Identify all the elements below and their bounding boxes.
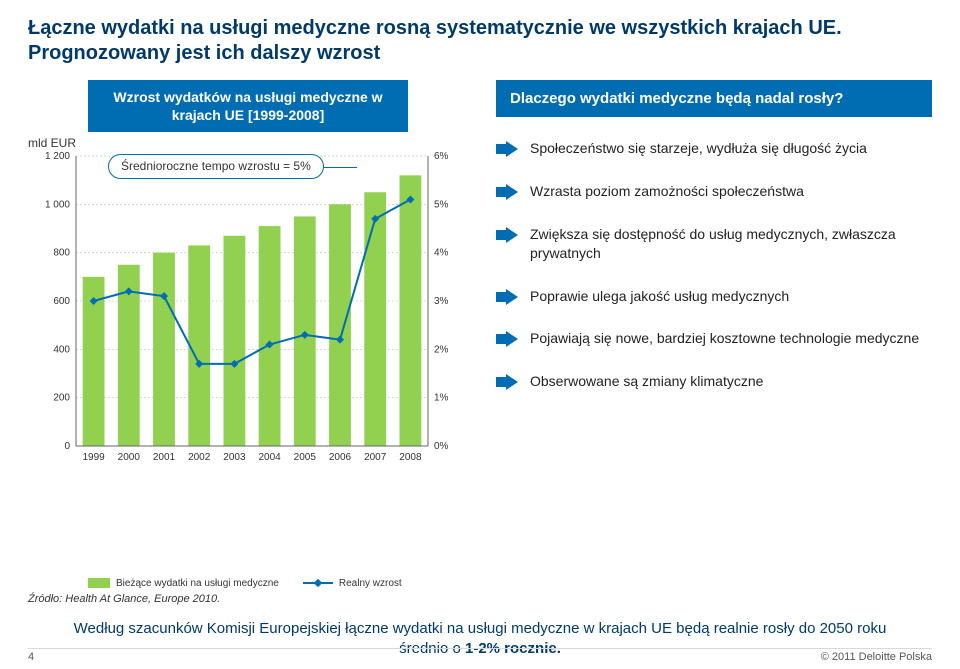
slide-title: Łączne wydatki na usługi medyczne rosną …: [28, 16, 932, 66]
arrow-icon: [496, 331, 518, 347]
reasons-panel: Dlaczego wydatki medyczne będą nadal ros…: [496, 80, 932, 605]
chart-legend: Bieżące wydatki na usługi medyczne Realn…: [28, 578, 468, 589]
svg-text:2001: 2001: [153, 452, 176, 463]
svg-text:1 200: 1 200: [45, 151, 70, 162]
svg-text:2007: 2007: [364, 452, 387, 463]
svg-text:5%: 5%: [434, 200, 449, 211]
reason-text: Społeczeństwo się starzeje, wydłuża się …: [530, 139, 867, 158]
svg-text:3%: 3%: [434, 296, 449, 307]
svg-text:400: 400: [53, 345, 70, 356]
why-heading: Dlaczego wydatki medyczne będą nadal ros…: [496, 80, 932, 117]
legend-series-line: Realny wzrost: [303, 578, 402, 589]
reason-text: Wzrasta poziom zamożności społeczeństwa: [530, 182, 804, 201]
arrow-icon: [496, 141, 518, 157]
arrow-icon: [496, 289, 518, 305]
svg-text:2008: 2008: [399, 452, 422, 463]
arrow-icon: [496, 374, 518, 390]
svg-text:4%: 4%: [434, 248, 449, 259]
svg-text:2003: 2003: [223, 452, 246, 463]
svg-text:0%: 0%: [434, 441, 449, 452]
arrow-icon: [496, 184, 518, 200]
legend-bar-label: Bieżące wydatki na usługi medyczne: [116, 578, 279, 589]
svg-text:2000: 2000: [118, 452, 141, 463]
svg-text:2005: 2005: [294, 452, 317, 463]
reasons-list: Społeczeństwo się starzeje, wydłuża się …: [496, 139, 932, 391]
growth-callout: Średnioroczne tempo wzrostu = 5%: [108, 154, 324, 178]
svg-text:0: 0: [64, 441, 70, 452]
reason-item: Zwiększa się dostępność do usług medyczn…: [496, 225, 932, 263]
reason-item: Obserwowane są zmiany klimatyczne: [496, 372, 932, 391]
reason-item: Poprawie ulega jakość usług medycznych: [496, 287, 932, 306]
legend-series-bars: Bieżące wydatki na usługi medyczne: [88, 578, 279, 589]
chart-panel: Wzrost wydatków na usługi medyczne w kra…: [28, 80, 468, 605]
slide-footer: 4 © 2011 Deloitte Polska: [0, 651, 960, 663]
legend-line-label: Realny wzrost: [339, 578, 402, 589]
chart-title: Wzrost wydatków na usługi medyczne w kra…: [88, 80, 408, 132]
reason-text: Poprawie ulega jakość usług medycznych: [530, 287, 789, 306]
reason-text: Zwiększa się dostępność do usług medyczn…: [530, 225, 932, 263]
svg-text:6%: 6%: [434, 151, 449, 162]
spending-chart: 0 200 400 600 800 1 000 1 200 0% 1% 2% 3% 4% 5% 6% 199…: [28, 136, 468, 476]
page-number: 4: [28, 651, 34, 663]
svg-text:1999: 1999: [82, 452, 105, 463]
svg-text:1 000: 1 000: [45, 200, 70, 211]
svg-text:2002: 2002: [188, 452, 211, 463]
reason-item: Społeczeństwo się starzeje, wydłuża się …: [496, 139, 932, 158]
reason-item: Pojawiają się nowe, bardziej kosztowne t…: [496, 329, 932, 348]
arrow-icon: [496, 227, 518, 243]
legend-line-swatch: [303, 582, 333, 584]
reason-text: Pojawiają się nowe, bardziej kosztowne t…: [530, 329, 919, 348]
chart-source: Źródło: Health At Glance, Europe 2010.: [28, 593, 468, 605]
svg-text:1%: 1%: [434, 393, 449, 404]
svg-text:200: 200: [53, 393, 70, 404]
svg-text:2006: 2006: [329, 452, 352, 463]
reason-item: Wzrasta poziom zamożności społeczeństwa: [496, 182, 932, 201]
legend-bar-swatch: [88, 578, 110, 588]
svg-text:800: 800: [53, 248, 70, 259]
y-left-axis-label: mld EUR: [28, 136, 76, 150]
copyright: © 2011 Deloitte Polska: [821, 651, 932, 663]
svg-text:600: 600: [53, 296, 70, 307]
svg-text:2004: 2004: [258, 452, 281, 463]
svg-text:2%: 2%: [434, 345, 449, 356]
reason-text: Obserwowane są zmiany klimatyczne: [530, 372, 763, 391]
